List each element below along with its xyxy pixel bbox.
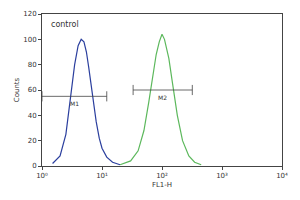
svg-text:0: 0 (32, 162, 36, 170)
svg-text:M2: M2 (158, 94, 167, 101)
svg-text:control: control (51, 20, 79, 29)
svg-text:FL1-H: FL1-H (152, 181, 172, 189)
svg-text:20: 20 (28, 137, 37, 145)
svg-text:Counts: Counts (13, 77, 21, 102)
svg-text:120: 120 (23, 10, 36, 18)
svg-text:40: 40 (28, 112, 37, 120)
svg-text:10²: 10² (156, 172, 168, 180)
svg-text:M1: M1 (70, 100, 79, 107)
svg-text:10⁴: 10⁴ (276, 172, 288, 180)
svg-text:60: 60 (28, 86, 37, 94)
svg-text:10³: 10³ (216, 172, 228, 180)
svg-text:10¹: 10¹ (96, 172, 108, 180)
svg-text:100: 100 (23, 36, 36, 44)
svg-text:80: 80 (28, 61, 37, 69)
svg-text:10⁰: 10⁰ (36, 172, 48, 180)
